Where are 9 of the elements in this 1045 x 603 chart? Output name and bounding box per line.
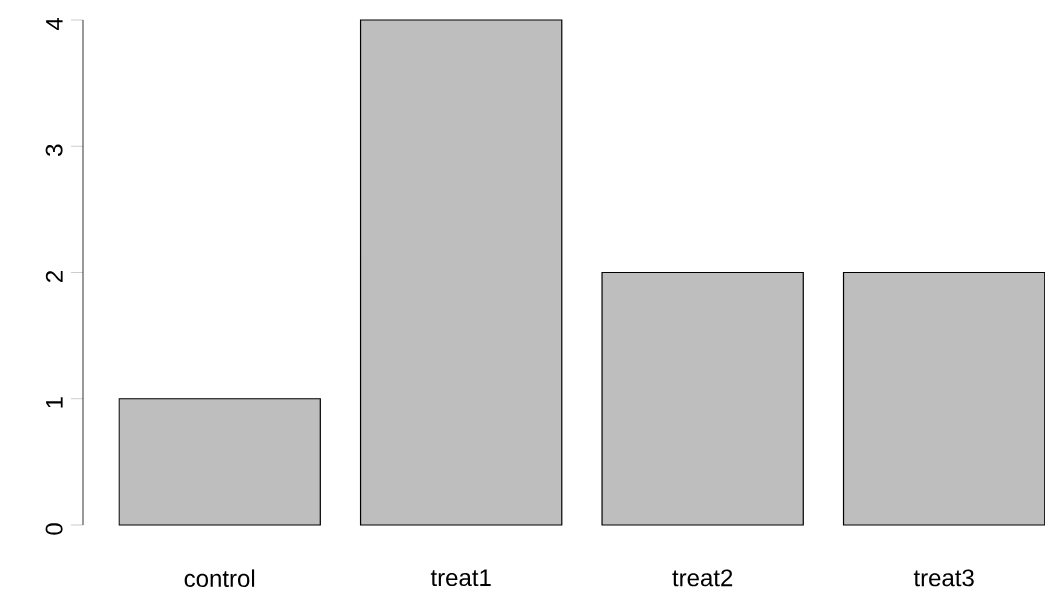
x-tick-label: treat3 <box>913 569 974 587</box>
x-tick-label: treat2 <box>672 569 733 587</box>
y-tick-label: 1 <box>46 397 63 408</box>
x-tick-label: control <box>184 569 255 587</box>
y-tick-label: 0 <box>45 523 63 535</box>
y-tick-label: 4 <box>46 18 63 31</box>
y-tick-label: 2 <box>45 271 63 282</box>
y-tick-label: 3 <box>45 144 63 156</box>
x-tick-label: treat1 <box>430 569 491 587</box>
